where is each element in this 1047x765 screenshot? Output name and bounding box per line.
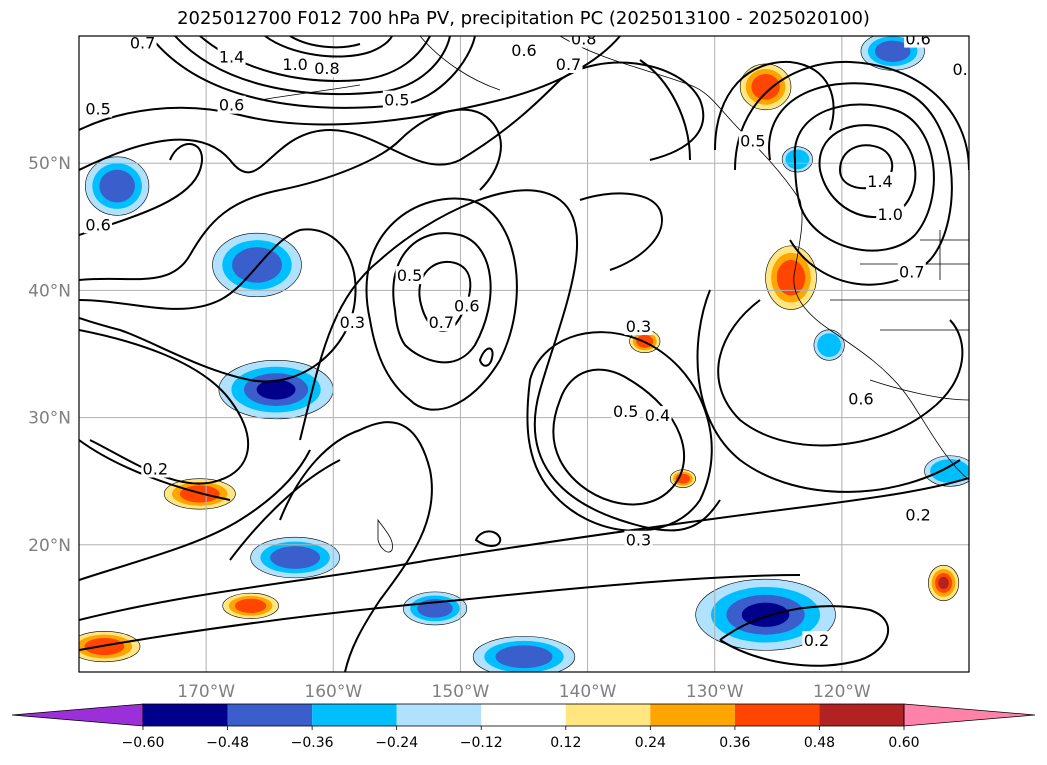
pv-contours (79, 36, 969, 672)
lat-tick-label: 50°N (28, 154, 71, 174)
colorbar-tick-label: 0.36 (719, 735, 750, 751)
colorbar-tick-label: 0.48 (804, 735, 835, 751)
contour-label: 0.3 (626, 531, 651, 550)
contour-label: 0.5 (740, 131, 765, 150)
lon-tick-label: 150°W (432, 682, 490, 702)
precip-anomaly-blob (924, 455, 969, 487)
contour-label: 0.6 (85, 215, 110, 234)
contour-label: 0.5 (85, 100, 110, 119)
precip-anomaly-blob (218, 360, 334, 420)
contour-label: 0.7 (556, 55, 581, 74)
precip-anomaly-blob (85, 156, 150, 216)
contour-label: 0.8 (571, 30, 596, 49)
colorbar-tick-label: 0.60 (888, 735, 919, 751)
contour-label: 1.4 (867, 172, 892, 191)
precip-anomaly-blob (739, 63, 792, 111)
colorbar-segment (143, 704, 228, 726)
colorbar-segment (565, 704, 651, 726)
colorbar-segment (734, 704, 820, 726)
contour-label: 0.6 (219, 96, 244, 115)
colorbar-segment (227, 704, 313, 726)
contour-label: 0.2 (905, 505, 930, 524)
axis-tick-labels: 50°N 40°N 30°N 20°N 170°W 160°W 150°W 140°W 130°… (28, 154, 871, 702)
lon-tick-label: 160°W (304, 682, 362, 702)
contour-label: 0.4 (645, 406, 670, 425)
contour-label: 1.4 (219, 47, 244, 66)
lat-tick-label: 40°N (28, 281, 71, 301)
colorbar-tick-label: −0.24 (375, 735, 418, 751)
colorbar-segment (312, 704, 397, 726)
colorbar-segment (481, 704, 566, 726)
colorbar-segment (650, 704, 735, 726)
colorbar-extend-high (903, 703, 1036, 727)
precipitation-anomaly-field (79, 36, 969, 672)
contour-label: 0.5 (613, 402, 638, 421)
contour-label: 0.2 (143, 459, 168, 478)
colorbar-tick-label: 0.12 (550, 735, 581, 751)
map-frame (78, 35, 970, 673)
contour-label: 0.3 (340, 313, 365, 332)
contour-label: 0.6 (905, 30, 930, 49)
contour-label: 0.6 (848, 390, 873, 409)
lon-tick-label: 140°W (559, 682, 617, 702)
lon-tick-label: 170°W (177, 682, 235, 702)
figure-title: 2025012700 F012 700 hPa PV, precipitatio… (177, 8, 870, 29)
contour-label: 0.7 (130, 33, 155, 52)
colorbar-segment (819, 704, 904, 726)
precip-anomaly-blob (250, 536, 340, 579)
contour-label: 0.3 (626, 317, 651, 336)
colorbar-tick-label: −0.48 (206, 735, 249, 751)
contour-label: 0.3 (952, 60, 977, 79)
colorbar-tick-label: −0.36 (291, 735, 334, 751)
contour-label: 0.8 (314, 59, 339, 78)
colorbar: −0.60 −0.48 −0.36 −0.24 −0.12 0.12 0.24 0.36 0.4… (11, 703, 1036, 751)
contour-label: 1.0 (282, 55, 307, 74)
contour-label: 0.5 (397, 266, 422, 285)
contour-label: 0.5 (384, 91, 409, 110)
contour-label: 0.7 (429, 313, 454, 332)
lon-tick-label: 120°W (813, 682, 871, 702)
lat-tick-label: 20°N (28, 536, 71, 556)
contour-label: 0.6 (511, 41, 536, 60)
colorbar-tick-label: −0.60 (122, 735, 165, 751)
contour-label: 0.6 (454, 297, 479, 316)
precip-anomaly-blob (402, 591, 468, 626)
colorbar-tick-label: 0.24 (635, 735, 666, 751)
contour-labels: 1.4 1.0 0.80.70.6 0.50.50.60.60.70.8 0.60.50… (84, 30, 977, 650)
colorbar-tick-label: −0.12 (460, 735, 503, 751)
lat-tick-label: 30°N (28, 409, 71, 429)
precip-anomaly-blob (212, 232, 302, 298)
precip-anomaly-blob (928, 564, 960, 602)
precip-anomaly-blob (765, 245, 817, 310)
precip-anomaly-blob (222, 592, 279, 619)
contour-label: 0.2 (804, 631, 829, 650)
colorbar-segment (396, 704, 482, 726)
map-panel: 1.4 1.0 0.80.70.6 0.50.50.60.60.70.8 0.60.50… (78, 30, 977, 673)
contour-label: 1.0 (877, 205, 902, 224)
contour-label: 0.7 (899, 262, 924, 281)
precip-anomaly-blob (472, 636, 576, 672)
precip-anomaly-blob (813, 329, 845, 361)
precip-anomaly-blob (669, 469, 696, 488)
lon-tick-label: 130°W (686, 682, 744, 702)
precip-anomaly-blob (781, 146, 813, 173)
colorbar-extend-low (11, 703, 144, 727)
